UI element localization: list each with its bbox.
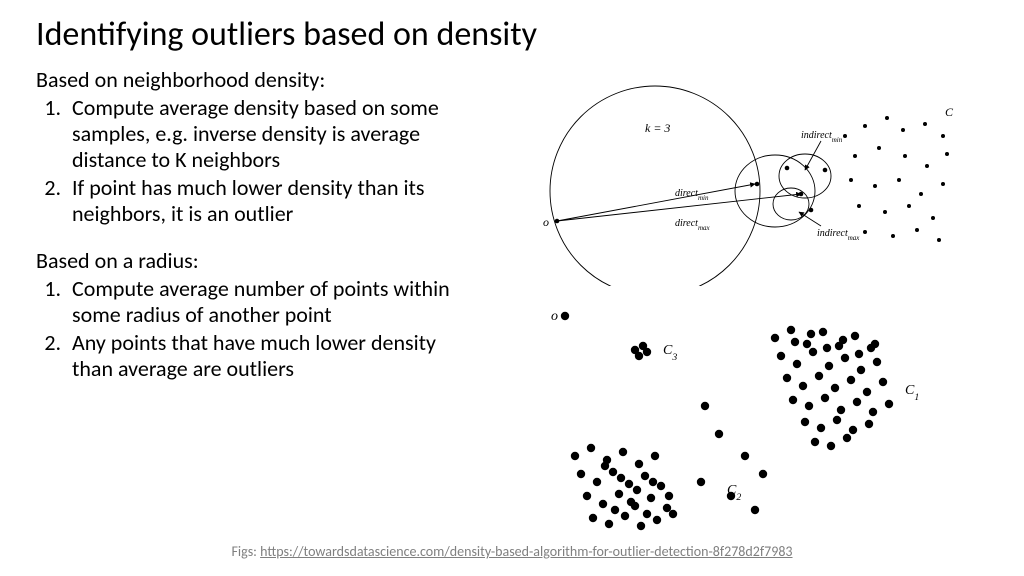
figure-credit: Figs: https://towardsdatascience.com/den… [0, 543, 1024, 560]
credit-link[interactable]: https://towardsdatascience.com/density-b… [260, 543, 792, 560]
svg-text:C3: C3 [663, 343, 677, 363]
section2-list: Compute average number of points within … [66, 276, 476, 382]
svg-text:indirectmax: indirectmax [817, 228, 860, 242]
svg-text:k = 3: k = 3 [645, 121, 670, 135]
list-item: If point has much lower density than its… [66, 175, 476, 227]
credit-prefix: Figs: [231, 543, 260, 560]
svg-text:C: C [945, 105, 954, 119]
page-title: Identifying outliers based on density [36, 14, 537, 55]
list-item: Compute average density based on some sa… [66, 95, 476, 173]
svg-text:directmin: directmin [675, 188, 709, 202]
svg-text:C1: C1 [905, 383, 919, 403]
text-column: Based on neighborhood density: Compute a… [36, 66, 476, 402]
section1-heading: Based on neighborhood density: [36, 66, 476, 93]
svg-text:indirectmin: indirectmin [801, 130, 843, 144]
figures: directmin directmax indirectmin indirectmax… [495, 76, 995, 516]
section1-list: Compute average density based on some sa… [66, 95, 476, 227]
list-item: Compute average number of points within … [66, 276, 476, 328]
svg-text:o: o [551, 309, 558, 324]
svg-text:directmax: directmax [675, 218, 711, 232]
density-radius-scatter: oC1C2C3 [495, 286, 975, 546]
section2-heading: Based on a radius: [36, 247, 476, 274]
density-neighborhood-diagram: directmin directmax indirectmin indirectmax… [495, 76, 995, 286]
svg-text:o: o [543, 215, 549, 229]
list-item: Any points that have much lower density … [66, 330, 476, 382]
